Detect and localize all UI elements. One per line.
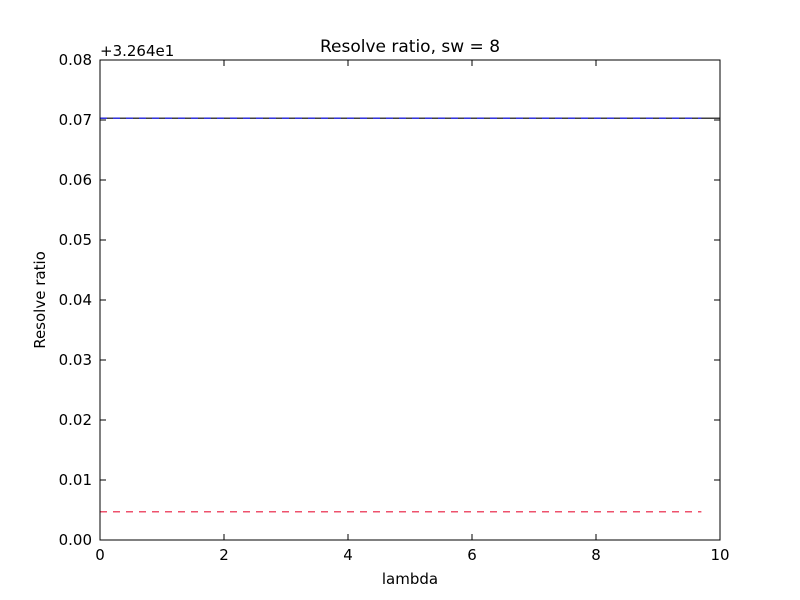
x-axis-label: lambda: [382, 570, 438, 588]
x-tick-label: 8: [591, 546, 601, 564]
x-tick-label: 2: [219, 546, 229, 564]
y-tick-label: 0.07: [59, 111, 92, 129]
y-offset-label: +3.264e1: [100, 42, 174, 60]
y-tick-label: 0.08: [59, 51, 92, 69]
y-tick-label: 0.03: [59, 351, 92, 369]
plot-area: [100, 60, 720, 540]
chart-title: Resolve ratio, sw = 8: [320, 37, 500, 57]
x-tick-label: 0: [95, 546, 105, 564]
y-tick-label: 0.06: [59, 171, 92, 189]
y-tick-label: 0.01: [59, 471, 92, 489]
y-tick-label: 0.05: [59, 231, 92, 249]
plot-frame: [99, 59, 721, 541]
x-tick-label: 4: [343, 546, 353, 564]
series-layer: [100, 117, 720, 513]
y-tick-label: 0.04: [59, 291, 92, 309]
y-tick-label: 0.02: [59, 411, 92, 429]
x-tick-label: 6: [467, 546, 477, 564]
y-tick-label: 0.00: [59, 531, 92, 549]
x-tick-label: 10: [710, 546, 729, 564]
y-axis-label: Resolve ratio: [31, 251, 49, 349]
ticks-layer: 0 2 4 6 8 10 0.00 0.01 0.02 0.03 0.04 0.05 0.06 0.07 0…: [59, 51, 730, 564]
